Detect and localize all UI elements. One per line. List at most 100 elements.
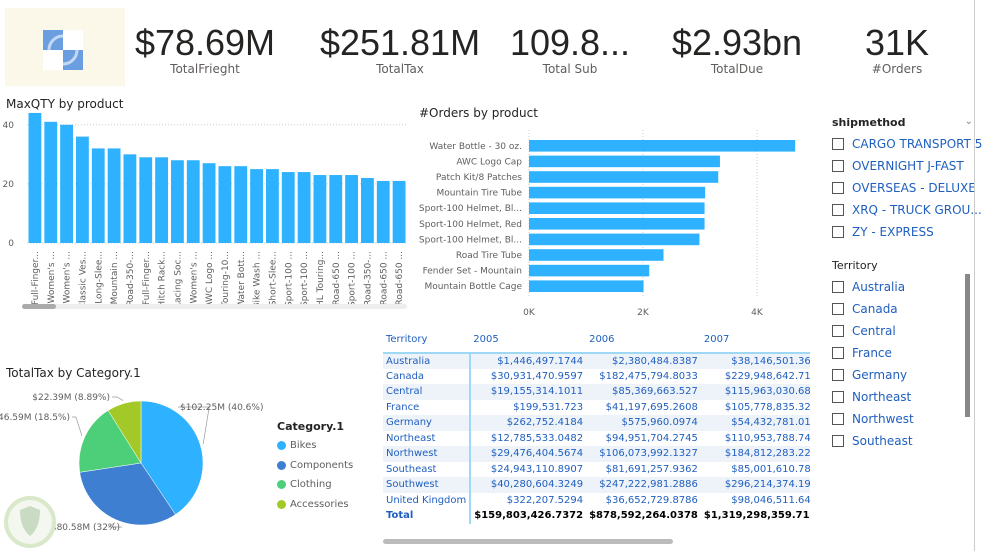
slicer-item[interactable]: XRQ - TRUCK GROU...: [832, 199, 982, 221]
bar[interactable]: [361, 177, 374, 243]
bar[interactable]: [234, 166, 248, 243]
table-row: United Kingdom $322,207.5294 $36,652,729.8…: [383, 492, 810, 508]
checkbox[interactable]: [832, 413, 844, 425]
bar[interactable]: [186, 160, 200, 243]
orders-bar-chart: 0K 2K 4K Water Bottle - 30 oz. AWC Logo Cap P…: [419, 130, 796, 318]
legend-item[interactable]: Components: [277, 456, 353, 476]
row-header: Northeast: [383, 430, 472, 446]
slicer-item[interactable]: OVERNIGHT J-FAST: [832, 155, 977, 177]
slicer-item[interactable]: Australia: [832, 276, 977, 298]
slicer-item[interactable]: France: [832, 342, 977, 364]
bar[interactable]: [529, 218, 705, 230]
bar[interactable]: [529, 140, 796, 152]
bar[interactable]: [529, 233, 700, 246]
slicer-item[interactable]: CARGO TRANSPORT 5: [832, 133, 982, 155]
bar[interactable]: [529, 280, 644, 292]
checkbox[interactable]: [832, 303, 844, 315]
checkbox[interactable]: [832, 138, 844, 150]
slicer-item[interactable]: Canada: [832, 298, 977, 320]
kpi-label: TotalFrieght: [170, 62, 240, 76]
orders-chart-title: #Orders by product: [419, 106, 538, 120]
bar[interactable]: [171, 160, 184, 243]
pie-slice-bikes[interactable]: [140, 400, 204, 515]
slicer-item[interactable]: Northwest: [832, 408, 977, 430]
checkbox[interactable]: [832, 226, 844, 238]
checkbox[interactable]: [832, 391, 844, 403]
bar[interactable]: [44, 121, 58, 243]
pie-slice-accessories[interactable]: [107, 400, 142, 464]
pie-slice-components[interactable]: [79, 462, 176, 526]
legend-item[interactable]: Clothing: [277, 475, 353, 495]
slicer-item[interactable]: ZY - EXPRESS: [832, 221, 977, 243]
bar[interactable]: [250, 169, 263, 243]
bar[interactable]: [281, 172, 295, 243]
kpi-label: #Orders: [871, 62, 923, 76]
column-header[interactable]: 2006: [586, 327, 701, 354]
bar[interactable]: [529, 155, 720, 168]
chevron-down-icon[interactable]: ⌄: [964, 116, 973, 127]
bar[interactable]: [60, 124, 73, 243]
bar[interactable]: [329, 175, 343, 243]
bar[interactable]: [123, 154, 137, 243]
kpi-label: TotalTax: [376, 62, 424, 76]
bar[interactable]: [297, 172, 311, 243]
scrollbar-thumb[interactable]: [22, 304, 56, 309]
legend-item[interactable]: Bikes: [277, 436, 353, 456]
bar[interactable]: [202, 163, 216, 243]
maxqty-scrollbar[interactable]: [22, 304, 407, 309]
bar[interactable]: [313, 175, 327, 243]
bar[interactable]: [266, 169, 279, 243]
cell: $41,197,695.2608: [605, 401, 698, 413]
checkbox[interactable]: [832, 369, 844, 381]
matrix-scrollbar[interactable]: [383, 539, 673, 544]
checkbox[interactable]: [832, 347, 844, 359]
cell: $94,951,704.2745: [605, 432, 698, 444]
y-tick-label: 0: [8, 239, 14, 249]
bar[interactable]: [218, 166, 232, 243]
slicer-title: shipmethod: [832, 116, 906, 129]
bar[interactable]: [155, 157, 168, 243]
column-header[interactable]: 2007: [700, 327, 810, 354]
bar[interactable]: [139, 157, 153, 243]
bar[interactable]: [529, 249, 664, 261]
bar[interactable]: [529, 202, 705, 214]
row-header: Australia: [383, 353, 472, 369]
x-tick-label: Bike Wash ...: [253, 251, 263, 309]
y-tick-label: Patch Kit/8 Patches: [436, 173, 522, 183]
checkbox[interactable]: [832, 281, 844, 293]
bar[interactable]: [28, 112, 42, 243]
y-tick-label: Sport-100 Helmet, Bl...: [419, 204, 522, 214]
slicer-item[interactable]: Northeast: [832, 386, 977, 408]
x-tick-label: AWC Logo ...: [205, 251, 215, 308]
bar[interactable]: [529, 171, 719, 183]
bar[interactable]: [529, 186, 706, 199]
kpi-card: $78.69M TotalFrieght: [115, 22, 295, 76]
row-header: United Kingdom: [383, 492, 472, 508]
checkbox[interactable]: [832, 182, 844, 194]
pie-slice-clothing[interactable]: [78, 410, 142, 473]
data-label: $22.39M (8.89%): [32, 393, 110, 403]
slicer-item[interactable]: OVERSEAS - DELUXE: [832, 177, 977, 199]
slicer-item[interactable]: Southeast: [832, 430, 977, 452]
checkbox[interactable]: [832, 160, 844, 172]
column-header[interactable]: 2005: [470, 327, 587, 354]
leader-line: [178, 406, 210, 445]
bar[interactable]: [529, 264, 650, 277]
checkbox[interactable]: [832, 435, 844, 447]
bar[interactable]: [91, 148, 105, 243]
column-header[interactable]: Territory: [383, 327, 471, 354]
legend-dot-icon: [277, 499, 286, 509]
slicer-item[interactable]: Germany: [832, 364, 977, 386]
checkbox[interactable]: [832, 204, 844, 216]
checkbox[interactable]: [832, 325, 844, 337]
bar[interactable]: [376, 180, 390, 243]
slicer-item-label: OVERNIGHT J-FAST: [852, 159, 964, 173]
bar[interactable]: [76, 136, 89, 243]
territory-slicer-scrollbar[interactable]: [965, 274, 970, 417]
slicer-item[interactable]: Central: [832, 320, 977, 342]
legend-item[interactable]: Accessories: [277, 495, 353, 515]
bar[interactable]: [345, 175, 358, 243]
bar[interactable]: [392, 180, 406, 243]
bar[interactable]: [107, 148, 121, 243]
slicer-title: Territory: [832, 259, 878, 272]
